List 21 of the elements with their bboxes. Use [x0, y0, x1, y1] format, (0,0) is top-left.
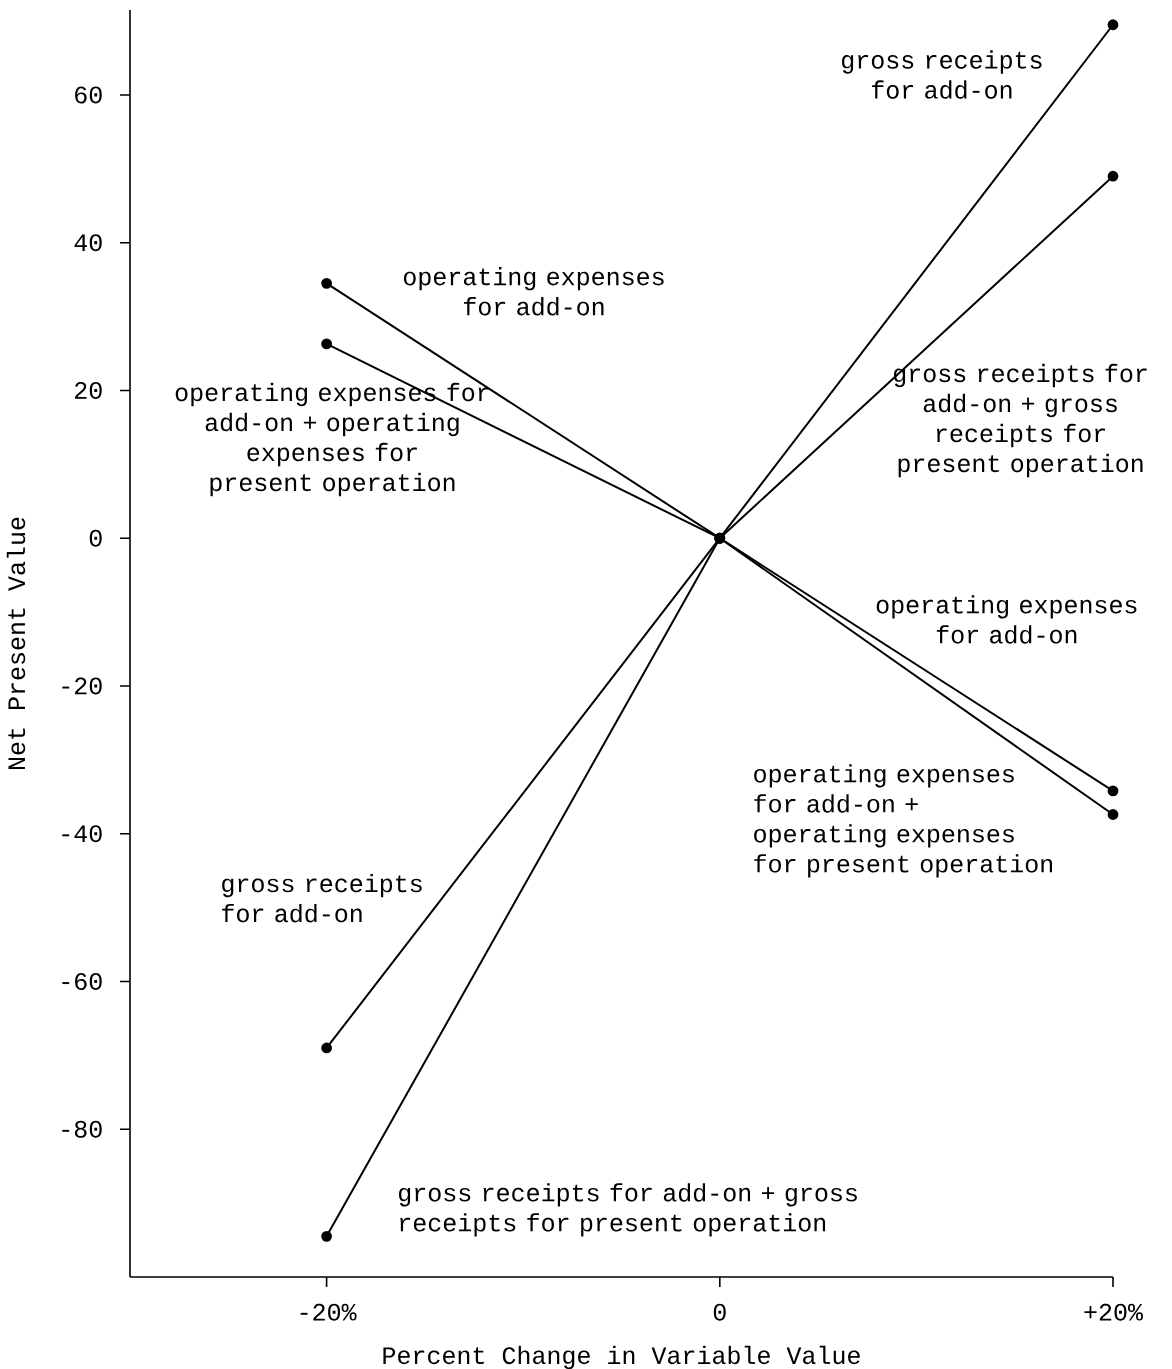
annotation: gross receipts for add-on [842, 50, 1042, 99]
x-tick-label: -20% [300, 1303, 357, 1321]
annotation: gross receipts for add-on [222, 873, 422, 923]
y-axis-title: Net Present Value [6, 517, 26, 770]
y-tick-label: 60 [75, 86, 102, 104]
x-tick-label: 0 [713, 1303, 726, 1321]
annotation: operating expenses for add-on [403, 267, 664, 316]
y-tick-label: 20 [75, 381, 102, 399]
x-axis-title: Percent Change in Variable Value [383, 1345, 860, 1369]
y-tick-label: -60 [62, 973, 102, 990]
y-tick-label: -20 [62, 677, 102, 695]
y-tick-label: -40 [62, 825, 102, 843]
y-tick-label: 0 [89, 529, 102, 547]
annotation: gross receipts for add-on + gross receipts for present operation [399, 1183, 857, 1237]
annotation: operating expenses for add-on + operating expenses for present operation [754, 764, 1053, 878]
annotation: operating expenses for add-on + operating expenses for present operation [175, 382, 489, 497]
x-tick-label: +20% [1084, 1303, 1144, 1321]
y-tick-label: -80 [62, 1120, 102, 1138]
y-tick-label: 40 [74, 234, 102, 252]
annotation: operating expenses for add-on [876, 595, 1137, 644]
annotation: gross receipts for add-on + gross receipts for present operation [894, 363, 1147, 478]
